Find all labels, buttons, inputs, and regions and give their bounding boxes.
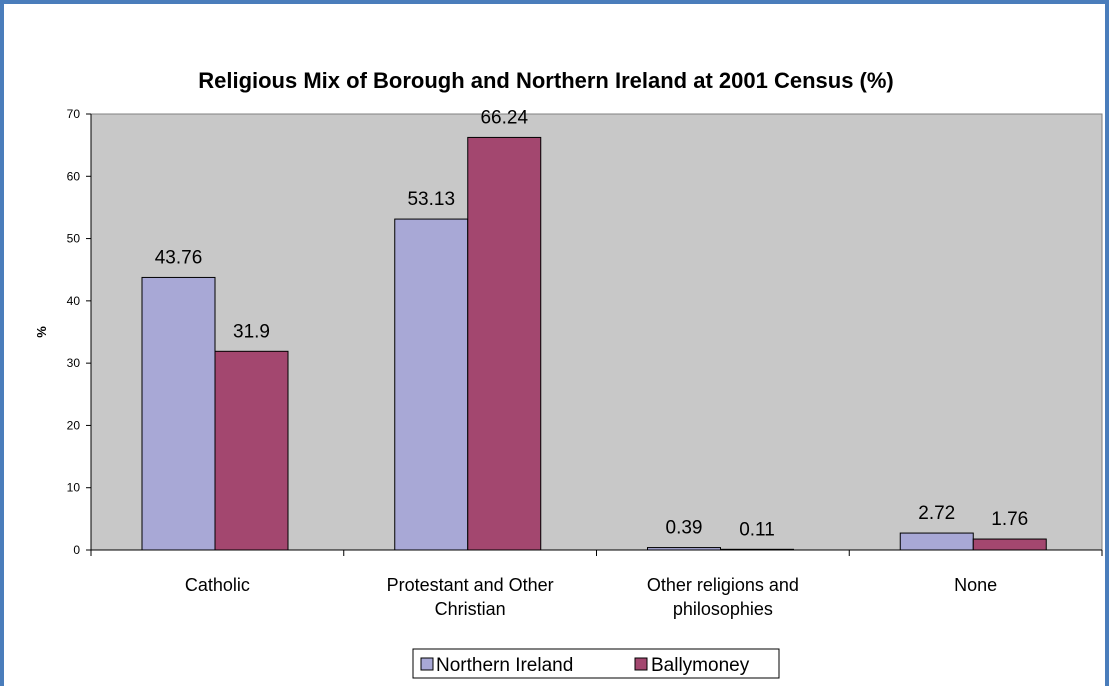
chart-title: Religious Mix of Borough and Northern Ir… bbox=[198, 68, 894, 93]
data-label-0-0: 43.76 bbox=[155, 247, 203, 268]
category-label-1: Protestant and Other Christian bbox=[387, 575, 554, 619]
y-tick-label-4: 40 bbox=[67, 294, 81, 308]
data-label-0-3: 2.72 bbox=[918, 503, 955, 524]
religious-mix-chart: Religious Mix of Borough and Northern Ir… bbox=[34, 68, 1103, 679]
category-label-3: None bbox=[954, 575, 997, 595]
data-label-1-2: 0.11 bbox=[739, 519, 775, 540]
bar-ballymoney-1 bbox=[467, 136, 542, 551]
y-tick-label-7: 70 bbox=[67, 107, 81, 121]
bar-northern-ireland-3 bbox=[899, 532, 974, 551]
bar-ballymoney-0 bbox=[214, 350, 289, 551]
legend-label-0: Northern Ireland bbox=[436, 655, 573, 676]
y-tick-label-2: 20 bbox=[67, 418, 81, 432]
data-label-1-3: 1.76 bbox=[991, 509, 1028, 530]
labels-layer: 43.76 53.13 0.39 2.72 31.9 66.24 0.11 1.76 Catho… bbox=[155, 107, 1029, 619]
data-label-0-1: 53.13 bbox=[407, 189, 455, 210]
y-tick-label-1: 10 bbox=[67, 481, 81, 495]
axes-layer: 0 10 20 30 40 50 60 70 bbox=[67, 107, 1103, 557]
y-tick-label-3: 30 bbox=[67, 356, 81, 370]
legend-swatch-1 bbox=[634, 657, 648, 671]
bars-layer bbox=[141, 136, 1047, 551]
data-label-0-2: 0.39 bbox=[666, 518, 703, 539]
category-label-0: Catholic bbox=[185, 575, 250, 595]
legend-box bbox=[412, 648, 780, 679]
bar-northern-ireland-0 bbox=[141, 276, 216, 551]
y-tick-label-5: 50 bbox=[67, 232, 81, 246]
bar-ballymoney-3 bbox=[972, 538, 1047, 551]
legend-swatch-0 bbox=[420, 657, 434, 671]
y-axis-label: % bbox=[34, 326, 49, 338]
y-tick-label-6: 60 bbox=[67, 169, 81, 183]
category-label-2: Other religions and philosophies bbox=[647, 575, 799, 619]
legend-label-1: Ballymoney bbox=[651, 655, 750, 676]
y-tick-label-0: 0 bbox=[73, 543, 80, 557]
legend: Northern Ireland Ballymoney bbox=[412, 648, 780, 679]
data-label-1-0: 31.9 bbox=[233, 321, 270, 342]
data-label-1-1: 66.24 bbox=[480, 107, 528, 128]
bar-northern-ireland-1 bbox=[394, 218, 469, 551]
